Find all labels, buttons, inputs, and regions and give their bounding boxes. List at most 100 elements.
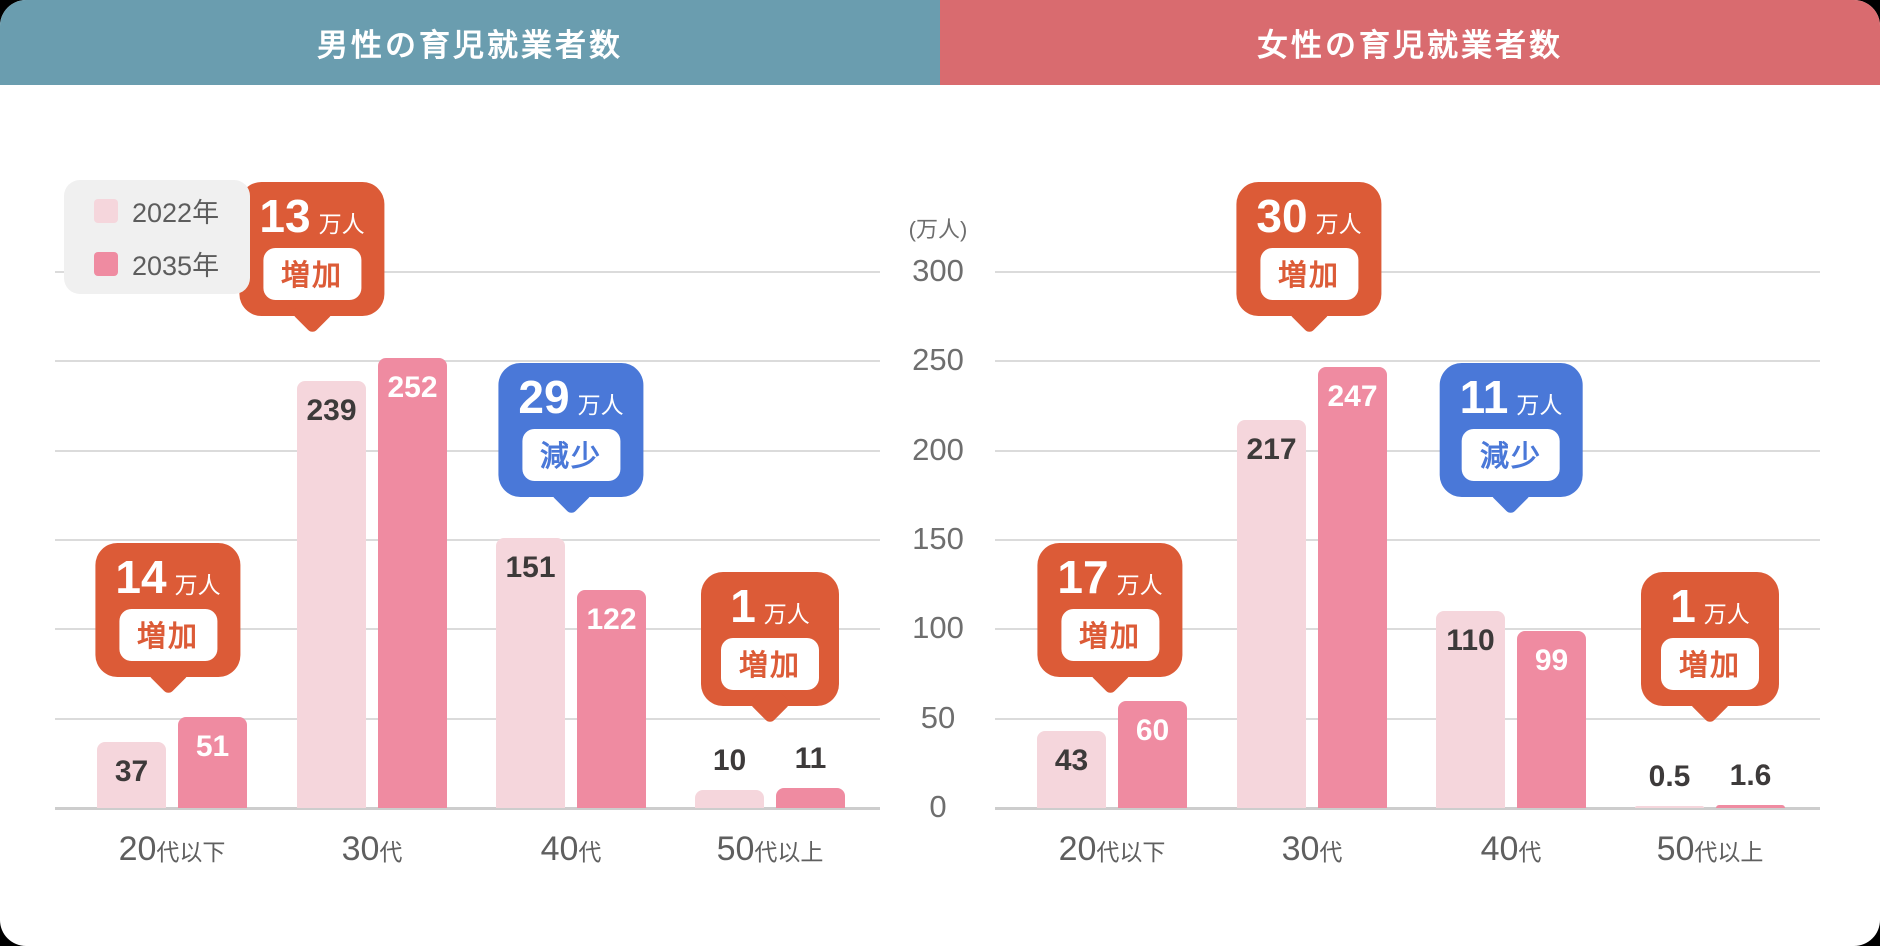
bar-value-label: 1.6 xyxy=(1729,759,1772,792)
x-label-50代以上: 50代以上 xyxy=(660,830,880,869)
callout-number: 14 xyxy=(115,551,167,603)
callout-increase-20代以下: 17 万人増加 xyxy=(1037,543,1183,695)
x-label-suffix: 代 xyxy=(578,839,602,865)
bar-value-label: 60 xyxy=(1135,713,1170,747)
gridline-300 xyxy=(995,271,1820,273)
gridline-200 xyxy=(995,450,1820,452)
callout-word-pill: 増加 xyxy=(118,608,218,661)
bar-2022年-30代: 239 xyxy=(297,380,366,808)
bar-2022年-20代以下: 37 xyxy=(97,741,166,808)
callout-word-pill: 増加 xyxy=(1060,608,1160,661)
callout-unit: 万人 xyxy=(174,572,221,598)
y-tick-50: 50 xyxy=(920,700,956,735)
female-chart-title: 女性の育児就業者数 xyxy=(1257,28,1563,63)
bar-value-label: 51 xyxy=(195,729,230,763)
y-axis-unit: (万人) xyxy=(908,217,968,242)
bar-value-label: 151 xyxy=(505,551,556,585)
x-label-number: 40 xyxy=(1480,830,1519,868)
gridline-100 xyxy=(55,628,880,630)
legend-item-2022年: 2022年 xyxy=(94,191,250,230)
callout-number: 17 xyxy=(1057,551,1109,603)
x-label-number: 40 xyxy=(540,830,579,868)
gridline-100 xyxy=(995,628,1820,630)
bar-2035年-40代: 122 xyxy=(577,590,646,808)
callout-unit: 万人 xyxy=(577,392,624,418)
gridline-50 xyxy=(995,718,1820,720)
x-label-40代: 40代 xyxy=(461,830,681,869)
x-axis-baseline xyxy=(995,807,1820,810)
bar-value-label: 43 xyxy=(1054,744,1089,778)
callout-number: 13 xyxy=(259,190,311,242)
x-label-suffix: 代 xyxy=(1518,839,1542,865)
legend-swatch xyxy=(94,251,118,276)
bar-value-label: 10 xyxy=(712,744,747,778)
gridline-300 xyxy=(55,271,880,273)
x-label-20代以下: 20代以下 xyxy=(62,830,282,869)
bar-2035年-30代: 252 xyxy=(378,357,447,808)
bar-value-label: 122 xyxy=(586,603,637,637)
bar-2035年-40代: 99 xyxy=(1517,631,1586,808)
bar-2022年-20代以下: 43 xyxy=(1037,731,1106,808)
gridline-150 xyxy=(995,539,1820,541)
bar-2035年-50代以上 xyxy=(776,788,845,808)
gridline-200 xyxy=(55,450,880,452)
callout-unit: 万人 xyxy=(1703,601,1750,627)
male-chart-header: 男性の育児就業者数 xyxy=(0,0,940,85)
bar-2035年-20代以下: 51 xyxy=(178,716,247,808)
bar-2022年-40代: 110 xyxy=(1436,611,1505,808)
bar-value-label: 247 xyxy=(1327,379,1378,413)
callout-unit: 万人 xyxy=(318,211,365,237)
y-tick-250: 250 xyxy=(912,342,964,377)
x-label-number: 30 xyxy=(1281,830,1320,868)
callout-amount: 11 万人 xyxy=(1459,371,1563,423)
bar-value-label: 217 xyxy=(1246,433,1297,467)
x-label-number: 20 xyxy=(118,830,157,868)
bar-value-label: 11 xyxy=(794,742,827,776)
callout-unit: 万人 xyxy=(1315,211,1362,237)
y-tick-200: 200 xyxy=(912,432,964,467)
callout-number: 29 xyxy=(518,371,570,423)
bar-2035年-20代以下: 60 xyxy=(1118,700,1187,808)
bar-2035年-30代: 247 xyxy=(1318,366,1387,808)
bar-2022年-30代: 217 xyxy=(1237,420,1306,808)
legend: 2022年 2035年 xyxy=(64,180,250,294)
legend-label: 2022年 xyxy=(132,198,220,228)
x-label-suffix: 代以上 xyxy=(1694,839,1764,865)
y-tick-150: 150 xyxy=(912,521,964,556)
bar-value-label: 252 xyxy=(387,370,438,404)
callout-word-pill: 増加 xyxy=(262,247,362,300)
y-tick-0: 0 xyxy=(929,789,947,824)
callout-word-pill: 減少 xyxy=(521,428,621,481)
bar-2035年-50代以上 xyxy=(1716,805,1785,808)
callout-word-pill: 増加 xyxy=(1660,637,1760,690)
callout-amount: 13 万人 xyxy=(259,190,365,242)
bar-value-label: 0.5 xyxy=(1648,760,1691,793)
callout-number: 11 xyxy=(1459,371,1509,423)
bar-2022年-40代: 151 xyxy=(496,538,565,808)
male-chart-title: 男性の育児就業者数 xyxy=(317,28,623,63)
bar-2022年-50代以上 xyxy=(695,790,764,808)
callout-word-pill: 増加 xyxy=(1259,247,1359,300)
callout-amount: 1 万人 xyxy=(721,581,819,632)
y-tick-300: 300 xyxy=(912,253,964,288)
x-label-40代: 40代 xyxy=(1401,830,1621,869)
x-axis-baseline xyxy=(55,807,880,810)
callout-word-pill: 減少 xyxy=(1461,428,1561,481)
gridline-250 xyxy=(995,360,1820,362)
x-label-suffix: 代 xyxy=(1319,839,1343,865)
legend-label: 2035年 xyxy=(132,251,220,281)
callout-unit: 万人 xyxy=(1116,572,1163,598)
callout-amount: 1 万人 xyxy=(1661,581,1759,632)
callout-decrease-40代: 11 万人 減少 xyxy=(1439,363,1583,515)
callout-amount: 17 万人 xyxy=(1057,551,1163,603)
gridline-50 xyxy=(55,718,880,720)
callout-increase-50代以上: 1 万人 増加 xyxy=(700,572,840,724)
callout-amount: 30 万人 xyxy=(1256,191,1362,242)
x-label-number: 50 xyxy=(1656,830,1695,868)
legend-item-2035年: 2035年 xyxy=(94,244,250,283)
x-label-30代: 30代 xyxy=(262,830,482,869)
callout-increase-30代: 13 万人増加 xyxy=(239,182,385,334)
y-tick-100: 100 xyxy=(912,610,964,645)
